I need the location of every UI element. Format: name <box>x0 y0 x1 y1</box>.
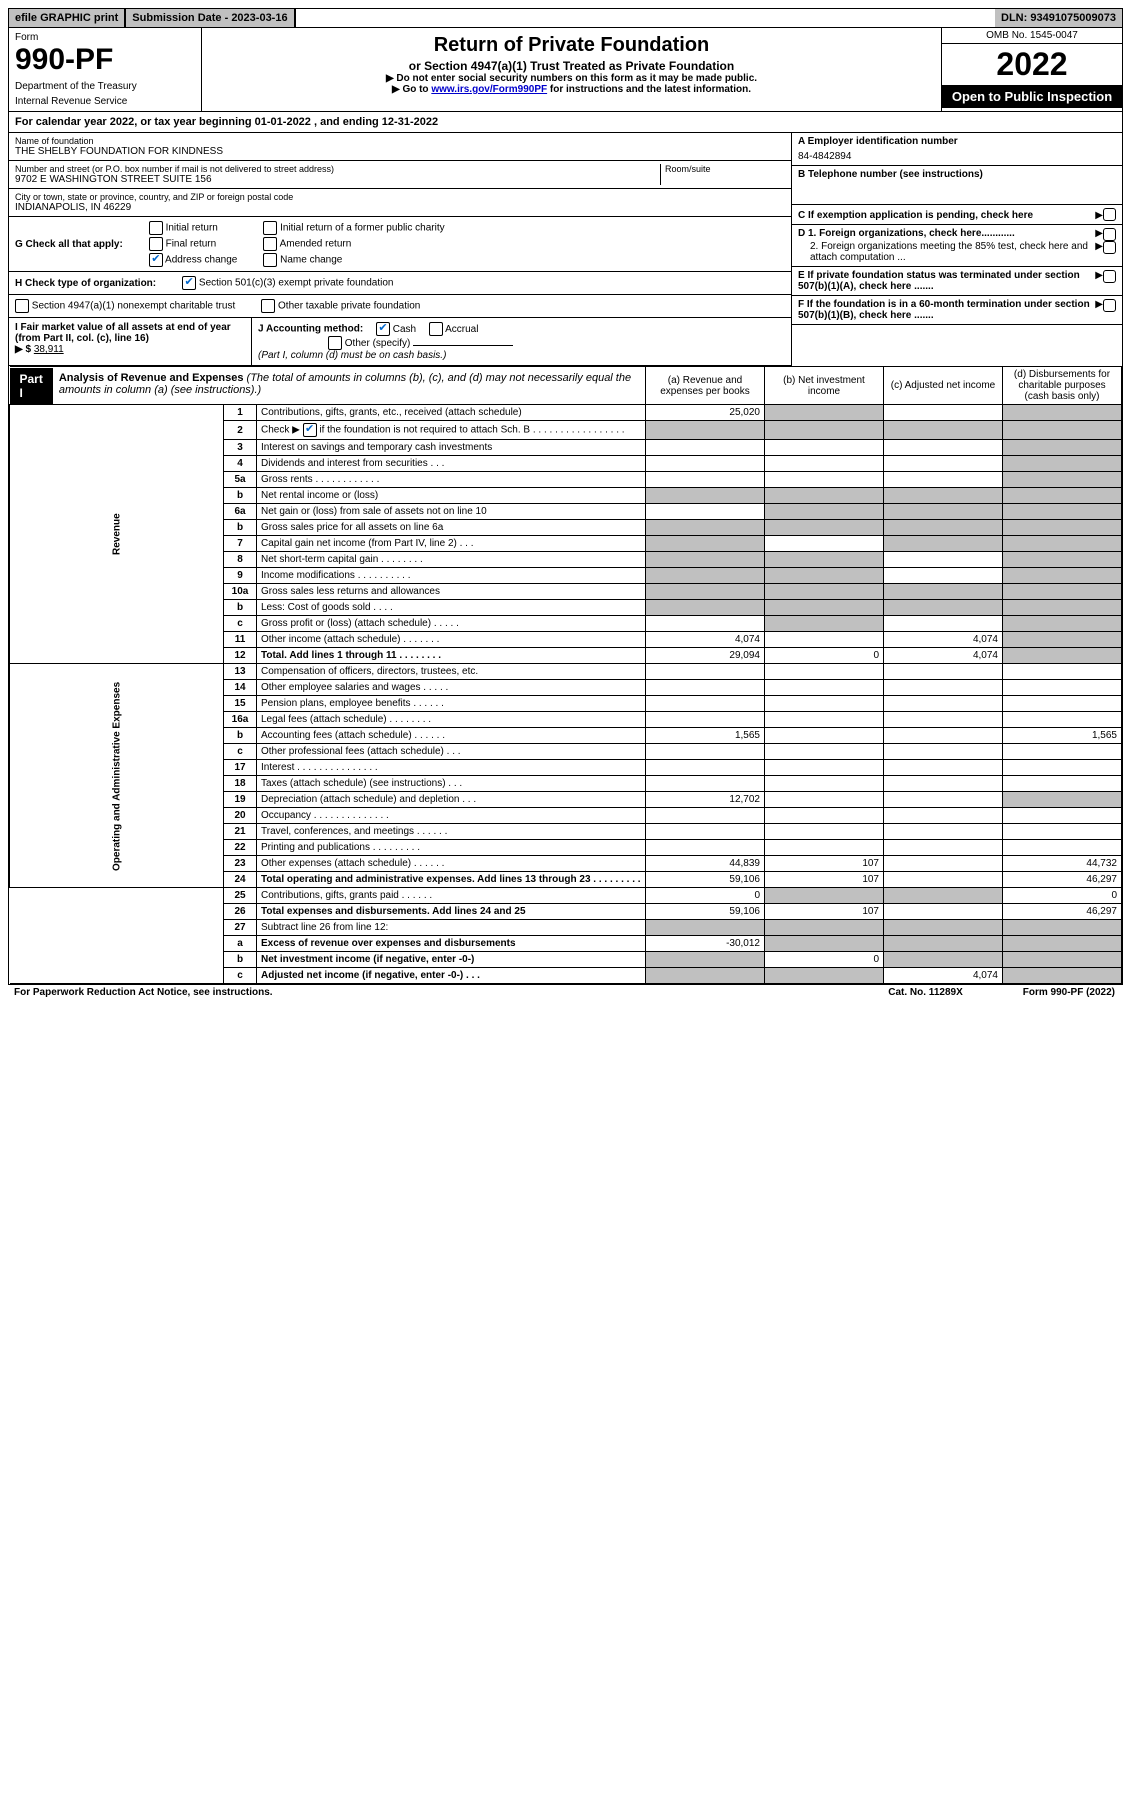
dept-treasury: Department of the Treasury <box>15 81 195 92</box>
foundation-name: THE SHELBY FOUNDATION FOR KINDNESS <box>15 146 785 157</box>
fmv-value: 38,911 <box>34 344 64 355</box>
dln-number: DLN: 93491075009073 <box>995 9 1122 27</box>
address-value: 9702 E WASHINGTON STREET SUITE 156 <box>15 174 660 185</box>
open-public: Open to Public Inspection <box>942 85 1122 108</box>
address-label: Number and street (or P.O. box number if… <box>15 164 660 174</box>
ein-label: A Employer identification number <box>798 136 1116 147</box>
accrual-checkbox[interactable] <box>429 322 443 336</box>
foreign-org-checkbox[interactable] <box>1103 228 1116 241</box>
address-change-checkbox[interactable] <box>149 253 163 267</box>
final-return-checkbox[interactable] <box>149 237 163 251</box>
name-change-checkbox[interactable] <box>263 253 277 267</box>
ssn-note: ▶ Do not enter social security numbers o… <box>208 73 935 84</box>
city-value: INDIANAPOLIS, IN 46229 <box>15 202 785 213</box>
60month-checkbox[interactable] <box>1103 299 1116 312</box>
cash-checkbox[interactable] <box>376 322 390 336</box>
part1-table: Part I Analysis of Revenue and Expenses … <box>9 366 1122 984</box>
section-g: G Check all that apply: Initial return F… <box>9 217 791 272</box>
section-ij: I Fair market value of all assets at end… <box>9 318 791 366</box>
amended-return-checkbox[interactable] <box>263 237 277 251</box>
section-h2: Section 4947(a)(1) nonexempt charitable … <box>9 295 791 318</box>
city-label: City or town, state or province, country… <box>15 192 785 202</box>
phone-label: B Telephone number (see instructions) <box>798 169 1116 180</box>
form-header: Form 990-PF Department of the Treasury I… <box>9 28 1122 112</box>
other-method-checkbox[interactable] <box>328 336 342 350</box>
other-taxable-checkbox[interactable] <box>261 299 275 313</box>
expenses-side-label: Operating and Administrative Expenses <box>10 664 224 888</box>
form-title: Return of Private Foundation <box>208 34 935 57</box>
terminated-checkbox[interactable] <box>1103 270 1116 283</box>
submission-date: Submission Date - 2023-03-16 <box>126 9 295 27</box>
omb-number: OMB No. 1545-0047 <box>942 28 1122 44</box>
s501c3-checkbox[interactable] <box>182 276 196 290</box>
form-ref: Form 990-PF (2022) <box>1023 987 1115 998</box>
room-label: Room/suite <box>665 164 785 174</box>
entity-info: Name of foundation THE SHELBY FOUNDATION… <box>9 133 1122 366</box>
irs-link[interactable]: www.irs.gov/Form990PF <box>431 84 547 95</box>
initial-return-checkbox[interactable] <box>149 221 163 235</box>
part1-label: Part I <box>10 368 53 404</box>
initial-former-checkbox[interactable] <box>263 221 277 235</box>
col-a-header: (a) Revenue and expenses per books <box>646 367 765 405</box>
efile-print-button[interactable]: efile GRAPHIC print <box>9 9 126 27</box>
cat-no: Cat. No. 11289X <box>888 987 962 998</box>
paperwork-notice: For Paperwork Reduction Act Notice, see … <box>14 987 273 998</box>
ein-value: 84-4842894 <box>798 147 1116 162</box>
form-container: efile GRAPHIC print Submission Date - 20… <box>8 8 1123 985</box>
exemption-pending-checkbox[interactable] <box>1103 208 1116 221</box>
form-label: Form <box>15 32 195 43</box>
foreign-85-checkbox[interactable] <box>1103 241 1116 254</box>
page-footer: For Paperwork Reduction Act Notice, see … <box>8 985 1121 1000</box>
tax-year: 2022 <box>942 44 1122 85</box>
col-d-header: (d) Disbursements for charitable purpose… <box>1003 367 1122 405</box>
col-b-header: (b) Net investment income <box>765 367 884 405</box>
section-h: H Check type of organization: Section 50… <box>9 272 791 295</box>
calendar-year-row: For calendar year 2022, or tax year begi… <box>9 112 1122 133</box>
s4947-checkbox[interactable] <box>15 299 29 313</box>
top-bar: efile GRAPHIC print Submission Date - 20… <box>9 9 1122 28</box>
name-label: Name of foundation <box>15 136 785 146</box>
col-c-header: (c) Adjusted net income <box>884 367 1003 405</box>
revenue-side-label: Revenue <box>10 405 224 664</box>
form-subtitle: or Section 4947(a)(1) Trust Treated as P… <box>208 59 935 73</box>
form-number: 990-PF <box>15 43 195 77</box>
schb-checkbox[interactable] <box>303 423 317 437</box>
irs-label: Internal Revenue Service <box>15 96 195 107</box>
goto-note: ▶ Go to www.irs.gov/Form990PF for instru… <box>208 84 935 95</box>
